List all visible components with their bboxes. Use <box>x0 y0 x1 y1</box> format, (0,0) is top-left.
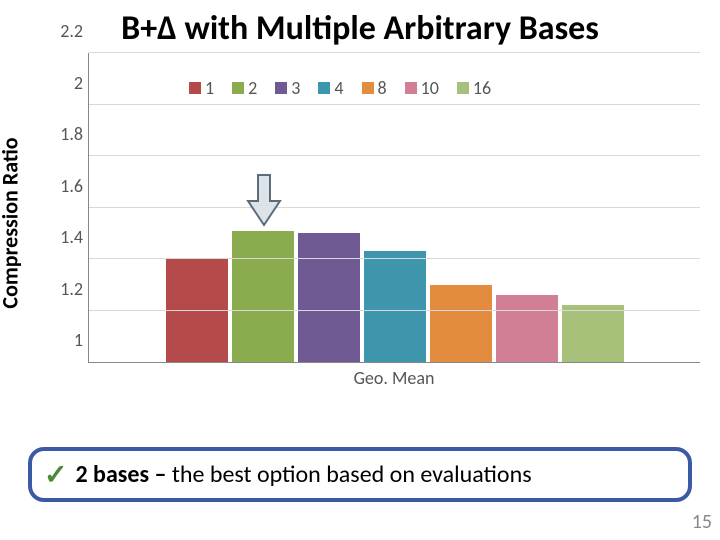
callout-rest: the best option based on evaluations <box>172 460 532 489</box>
legend-label: 16 <box>473 77 491 99</box>
y-tick-label: 1.8 <box>60 123 83 145</box>
legend-label: 3 <box>291 77 300 99</box>
legend-label: 4 <box>334 77 343 99</box>
y-tick-label: 1.6 <box>60 175 83 197</box>
bar <box>166 259 228 362</box>
legend-item: 4 <box>318 77 343 99</box>
legend-label: 8 <box>378 77 387 99</box>
y-tick-label: 2 <box>74 72 83 94</box>
grid-line <box>89 258 700 259</box>
legend-label: 2 <box>248 77 257 99</box>
legend-swatch <box>189 82 201 94</box>
bar <box>364 251 426 362</box>
legend-item: 10 <box>405 77 439 99</box>
legend-item: 8 <box>362 77 387 99</box>
page-title: B+Δ with Multiple Arbitrary Bases <box>0 0 720 53</box>
arrow-icon <box>244 173 284 229</box>
legend-item: 3 <box>275 77 300 99</box>
legend-swatch <box>318 82 330 94</box>
bar <box>298 233 360 362</box>
y-tick-label: 1.2 <box>60 278 83 300</box>
grid-line <box>89 155 700 156</box>
bar <box>562 305 624 362</box>
legend-item: 1 <box>189 77 214 99</box>
bar <box>496 295 558 362</box>
y-tick-label: 1.4 <box>60 226 83 248</box>
plot-area: 123481016 11.21.41.61.822.2 <box>88 53 700 363</box>
legend: 1 2 3 4 8 10 16 <box>189 77 491 99</box>
legend-item: 16 <box>457 77 491 99</box>
y-tick-label: 2.2 <box>60 20 83 42</box>
chart-container: Compression Ratio 123481016 11.21.41.61.… <box>40 53 700 393</box>
grid-line <box>89 104 700 105</box>
callout-text: 2 bases – the best option based on evalu… <box>75 460 531 489</box>
legend-swatch <box>405 82 417 94</box>
legend-label: 10 <box>421 77 439 99</box>
legend-swatch <box>232 82 244 94</box>
legend-swatch <box>457 82 469 94</box>
callout-bold: 2 bases – <box>75 460 171 489</box>
grid-line <box>89 52 700 53</box>
check-icon: ✓ <box>44 457 67 492</box>
legend-label: 1 <box>205 77 214 99</box>
grid-line <box>89 207 700 208</box>
x-axis-label: Geo. Mean <box>88 367 700 389</box>
y-axis-label: Compression Ratio <box>0 137 24 308</box>
bar <box>430 285 492 362</box>
grid-line <box>89 310 700 311</box>
legend-swatch <box>362 82 374 94</box>
legend-swatch <box>275 82 287 94</box>
callout-box: ✓ 2 bases – the best option based on eva… <box>28 447 692 502</box>
legend-item: 2 <box>232 77 257 99</box>
y-tick-label: 1 <box>74 329 83 351</box>
bar <box>232 231 294 362</box>
bars-group <box>89 53 700 362</box>
slide-number: 15 <box>692 510 712 534</box>
